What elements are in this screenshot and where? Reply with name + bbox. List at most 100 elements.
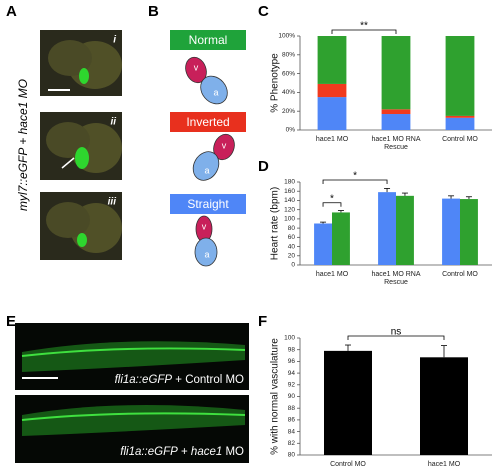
y-tick-label: 80 [288,452,296,459]
caption: fli1a::eGFP + Control MO [115,374,244,386]
image-label: i [113,35,116,46]
image-detail [77,233,87,247]
caption-part: hace1 [191,446,222,458]
y-tick-label: 100 [284,216,295,223]
box-label: Inverted [186,115,229,129]
y-tick-label: 88 [288,405,296,412]
heart-diagram: v a [192,133,235,181]
image-detail [21,412,246,421]
significance-bracket [322,202,342,207]
bar-segment [445,115,475,118]
bar [314,223,332,265]
y-tick-label: 80% [282,52,295,59]
ventricle [213,133,235,161]
y-tick-label: 60% [282,70,295,77]
y-tick-label: 86 [288,417,296,424]
y-tick-label: 84 [288,428,296,435]
bar [460,199,478,265]
arrow [61,157,75,169]
significance-label: * [330,193,334,204]
y-tick-label: 82 [288,440,296,447]
significance-bracket [331,29,397,34]
significance-label: ns [391,327,402,338]
caption-part: fli1a::eGFP [120,446,178,458]
error-bar [337,210,344,213]
x-tick-label: hace1 MO [315,136,349,143]
panel-label: E [6,313,16,330]
chamber-label: v [194,62,199,72]
image-label: iii [108,197,117,208]
y-tick-label: 90 [288,393,296,400]
panel-label: F [258,313,267,330]
chamber-label: a [204,165,209,175]
box-label: Normal [189,33,228,47]
bar-segment [445,36,475,116]
box-label: Straight [187,197,229,211]
image-label: ii [110,117,116,128]
y-tick-label: 94 [288,370,296,377]
error-bar [401,192,408,196]
panel-label: D [258,158,269,175]
significance-bracket [322,179,388,184]
chamber-label: v [202,221,207,231]
heart-diagram: v a [194,215,218,267]
significance-label: * [353,171,357,182]
caption: fli1a::eGFP + hace1 MO [120,446,244,458]
y-tick-label: 92 [288,382,296,389]
y-tick-label: 0 [291,262,295,269]
image-detail [75,147,89,169]
error-bar [320,221,327,224]
panel-label: A [6,3,17,20]
y-tick-label: 96 [288,358,296,365]
bar-segment [381,114,411,130]
x-tick-label: hace1 MO [427,461,461,468]
error-bar [448,195,455,199]
y-tick-label: 60 [288,234,296,241]
bar [332,212,350,265]
caption-part: MO [225,446,244,458]
y-tick-label: 120 [284,206,295,213]
y-axis-label: % with normal vasculature [270,338,281,455]
label-box [170,30,246,50]
y-tick-label: 40 [288,243,296,250]
x-tick-label: Control MO [330,461,366,468]
bar-segment [381,109,411,115]
significance-label: ** [360,21,368,32]
bar-segment [317,97,347,130]
caption-part: + Control MO [175,374,244,386]
side-label: myl7::eGFP + hace1 MO [16,79,30,211]
caption-part: + [181,446,188,458]
chamber-label: a [204,249,209,259]
bar [324,350,372,455]
y-tick-label: 180 [284,179,295,186]
chamber-label: a [213,87,218,97]
error-bar [441,345,447,358]
image-detail [46,202,90,238]
bar [378,192,396,265]
x-tick-label: hace1 MO RNA Rescue [371,136,421,151]
x-tick-label: Control MO [442,271,478,278]
y-tick-label: 20% [282,108,295,115]
chamber-label: v [222,140,227,150]
image-detail [48,40,92,76]
atrium [192,151,220,181]
atrium [200,75,228,105]
y-tick-label: 40% [282,89,295,96]
y-tick-label: 0% [286,127,296,134]
bar [396,195,414,265]
y-tick-label: 20 [288,252,296,259]
x-tick-label: hace1 MO [315,271,349,278]
significance-bracket [347,335,445,340]
y-tick-label: 140 [284,197,295,204]
panel-label: C [258,3,269,20]
y-axis-label: Heart rate (bpm) [270,187,281,260]
bar-segment [445,117,475,130]
x-tick-label: Control MO [442,136,478,143]
y-tick-label: 160 [284,188,295,195]
y-axis-label: % Phenotype [270,53,281,113]
panel-label: B [148,3,159,20]
bar-segment [317,36,347,84]
label-box [170,194,246,214]
